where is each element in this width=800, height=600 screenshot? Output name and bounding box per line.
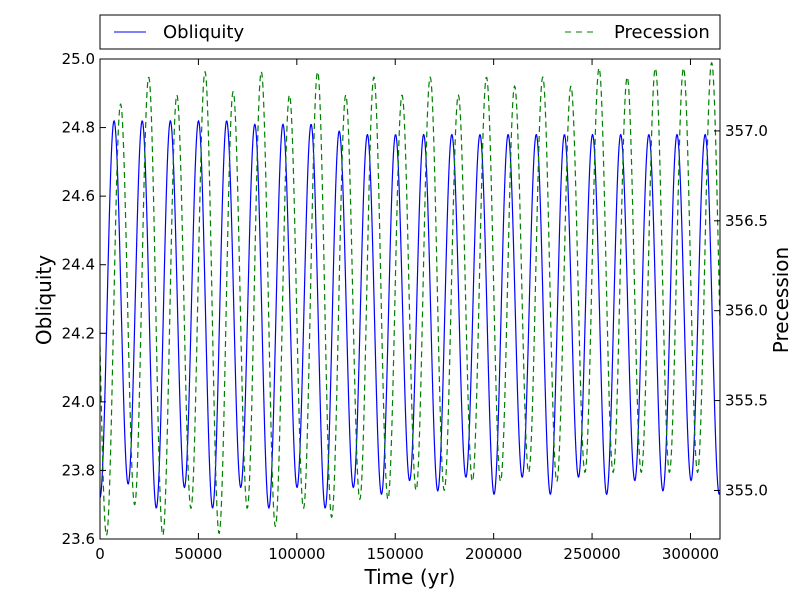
y-right-tick-label: 355.0	[725, 481, 768, 499]
y-left-tick-label: 24.2	[62, 324, 95, 342]
x-tick-label: 100000	[268, 545, 325, 563]
legend-frame	[99, 14, 721, 50]
x-tick-label: 200000	[465, 545, 522, 563]
y-left-tick-label: 24.4	[62, 256, 95, 274]
series-line-precession	[100, 62, 720, 536]
x-tick-label: 50000	[175, 545, 223, 563]
y-left-tick-label: 24.6	[62, 187, 95, 205]
x-axis-title: Time (yr)	[364, 565, 456, 589]
x-tick-label: 0	[95, 545, 105, 563]
plot-frame	[99, 58, 721, 540]
x-tick-label: 300000	[662, 545, 719, 563]
y-right-tick-label: 356.5	[725, 212, 768, 230]
y-right-tick-label: 357.0	[725, 122, 768, 140]
y-left-tick-label: 24.0	[62, 393, 95, 411]
y-left-tick-label: 23.6	[62, 530, 95, 548]
legend-obliquity-label: Obliquity	[163, 22, 244, 43]
legend-precession-label: Precession	[614, 22, 710, 43]
series-line-obliquity	[100, 120, 720, 509]
y-left-tick-label: 24.8	[62, 119, 95, 137]
x-tick-label: 250000	[563, 545, 620, 563]
y-axis-right-title: Precession	[769, 247, 793, 353]
y-left-tick-label: 25.0	[62, 50, 95, 68]
y-left-tick-label: 23.8	[62, 461, 95, 479]
y-axis-left-title: Obliquity	[32, 255, 56, 345]
legend: Obliquity Precession	[99, 14, 721, 50]
y-right-tick-label: 355.5	[725, 392, 768, 410]
x-tick-label: 150000	[367, 545, 424, 563]
y-right-tick-label: 356.0	[725, 302, 768, 320]
